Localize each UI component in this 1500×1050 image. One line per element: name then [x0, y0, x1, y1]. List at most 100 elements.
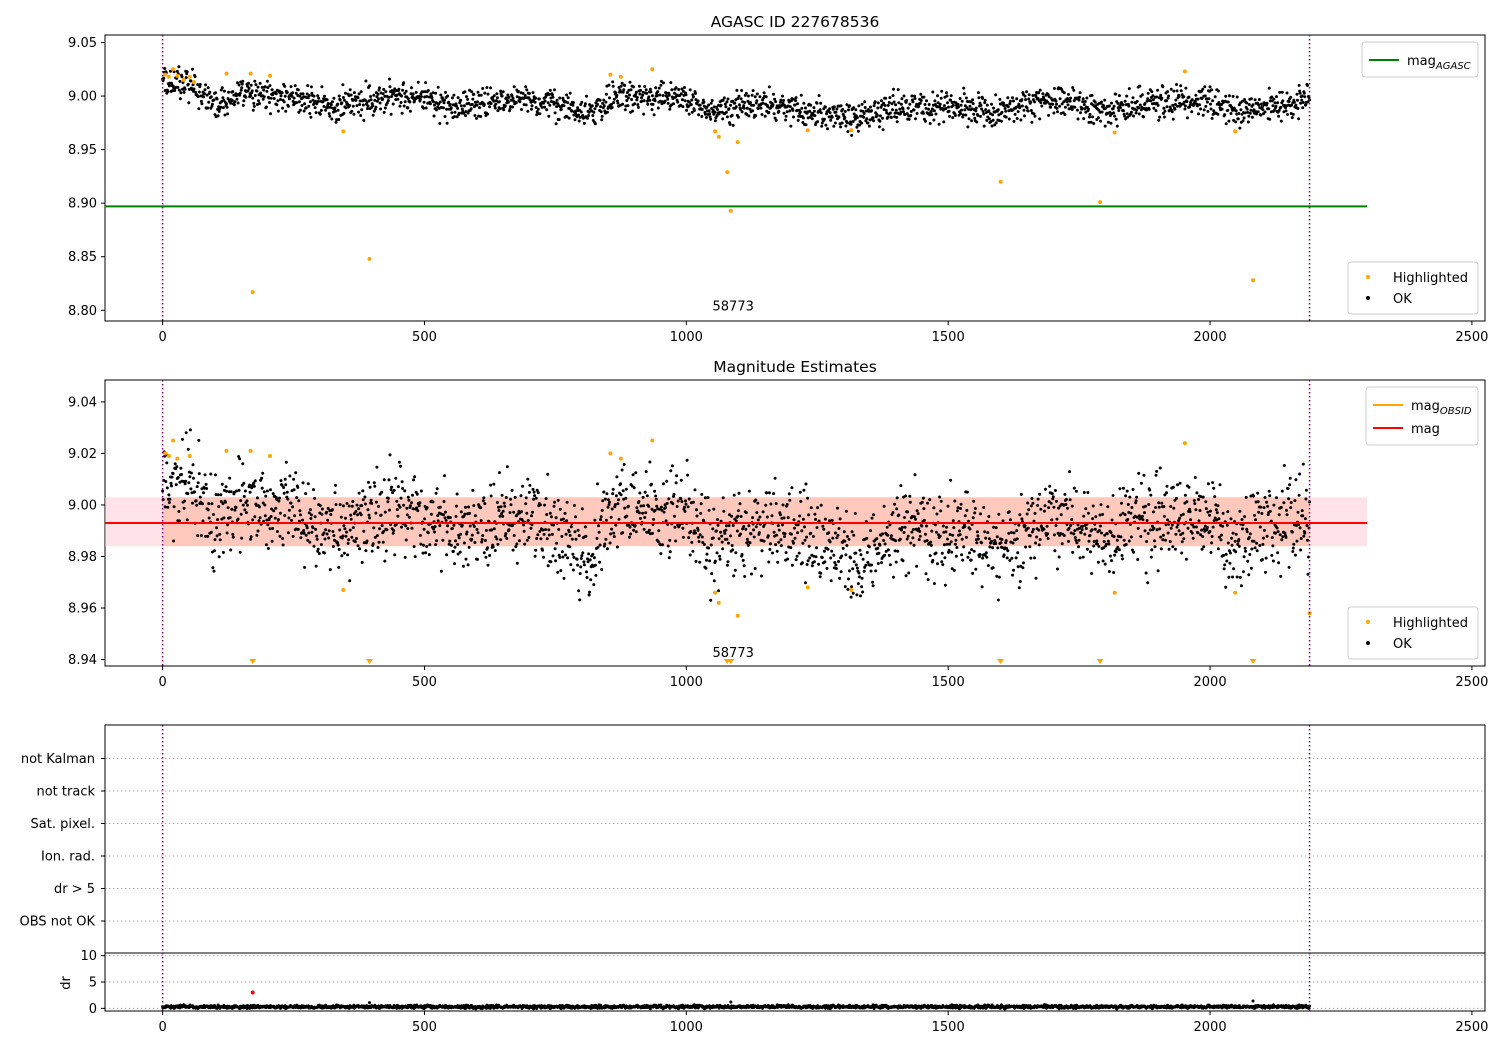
- ok-point: [1178, 104, 1182, 108]
- ok-point: [840, 554, 844, 558]
- ok-point: [895, 115, 899, 119]
- ok-point: [196, 95, 200, 99]
- ok-point: [367, 513, 371, 517]
- ok-point: [604, 100, 608, 104]
- ok-point: [326, 518, 330, 522]
- ok-point: [479, 115, 483, 118]
- ok-point: [1284, 109, 1288, 113]
- ok-point: [1216, 504, 1220, 508]
- ok-point: [528, 483, 532, 487]
- ok-point: [926, 501, 930, 505]
- ok-point: [958, 97, 962, 100]
- ok-point: [625, 91, 629, 94]
- ok-point: [604, 92, 608, 96]
- ok-point: [1291, 550, 1295, 553]
- ok-point: [1273, 101, 1277, 105]
- ok-point: [1209, 102, 1212, 106]
- ok-point: [196, 534, 200, 538]
- ok-point: [247, 86, 251, 90]
- ok-point: [938, 534, 942, 538]
- ok-point: [1008, 558, 1012, 562]
- ok-point: [500, 94, 504, 98]
- ok-point: [1132, 550, 1135, 554]
- ok-point: [699, 511, 703, 515]
- ok-point: [320, 512, 324, 516]
- ok-point: [1157, 501, 1161, 505]
- ok-point: [297, 499, 301, 503]
- ok-point: [819, 101, 823, 105]
- ok-point: [266, 86, 270, 90]
- ok-point: [651, 94, 654, 98]
- ok-point: [676, 499, 680, 503]
- ok-point: [330, 100, 334, 104]
- ok-point: [205, 93, 209, 97]
- ok-point: [926, 578, 930, 582]
- ok-point: [647, 504, 651, 508]
- ok-point: [979, 103, 983, 107]
- ok-point: [996, 598, 1000, 602]
- ok-point: [628, 93, 631, 97]
- ok-point: [732, 493, 736, 497]
- ok-point: [225, 102, 228, 106]
- ok-point: [304, 106, 308, 110]
- ok-point: [432, 100, 435, 104]
- ok-point: [711, 536, 715, 540]
- ok-point: [1175, 496, 1178, 500]
- ok-point: [1149, 99, 1153, 103]
- ok-point: [170, 81, 173, 85]
- ok-point: [828, 107, 832, 111]
- ok-point: [436, 85, 440, 89]
- ok-point: [316, 547, 320, 551]
- highlighted-point: [341, 129, 346, 134]
- ok-point: [876, 546, 880, 550]
- ok-point: [592, 110, 596, 114]
- ok-point: [1023, 524, 1027, 528]
- ok-point: [550, 93, 554, 97]
- ok-point: [1086, 491, 1090, 494]
- ok-point: [1223, 113, 1227, 117]
- ok-point: [370, 549, 374, 553]
- ok-point: [369, 98, 373, 102]
- ok-point: [637, 511, 641, 515]
- ok-point: [1023, 114, 1026, 118]
- ok-point: [552, 523, 555, 527]
- ok-point: [790, 563, 794, 567]
- ok-point: [276, 99, 280, 103]
- y-tick-label: 9.00: [68, 498, 97, 513]
- ok-point: [746, 94, 750, 98]
- ok-point: [462, 104, 466, 108]
- ok-point: [819, 503, 823, 507]
- ok-point: [826, 127, 829, 131]
- ok-point: [1012, 119, 1016, 123]
- ok-point: [376, 546, 380, 549]
- ok-point: [1000, 119, 1003, 123]
- ok-point: [733, 568, 737, 572]
- ok-point: [744, 527, 748, 531]
- ok-point: [191, 67, 194, 71]
- ok-point: [1213, 95, 1217, 99]
- ok-point: [455, 492, 459, 496]
- ok-point: [1102, 104, 1106, 108]
- ok-point: [577, 113, 581, 117]
- ok-point: [999, 541, 1003, 545]
- ok-point: [1197, 519, 1201, 523]
- ok-point: [1038, 117, 1042, 121]
- ok-point: [1099, 119, 1102, 123]
- ok-point: [1049, 501, 1053, 505]
- ok-point: [1023, 94, 1027, 98]
- ok-point: [1253, 98, 1257, 102]
- ok-point: [192, 476, 195, 480]
- ok-point: [1242, 555, 1246, 559]
- ok-point: [933, 99, 937, 103]
- ok-point: [1116, 101, 1120, 105]
- ok-point: [366, 508, 370, 512]
- ok-point: [1255, 549, 1259, 553]
- ok-point: [725, 563, 729, 567]
- ok-point: [324, 528, 328, 532]
- ok-point: [481, 87, 485, 90]
- ok-point: [315, 534, 319, 538]
- ok-point: [1137, 106, 1141, 110]
- ok-point: [739, 532, 742, 536]
- ok-point: [525, 511, 529, 515]
- ok-point: [270, 539, 274, 543]
